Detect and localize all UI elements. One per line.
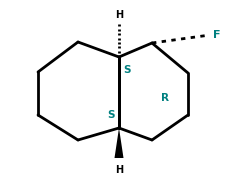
Text: H: H xyxy=(115,165,123,175)
Text: F: F xyxy=(213,30,221,40)
Text: S: S xyxy=(108,110,115,120)
Text: H: H xyxy=(115,10,123,20)
Polygon shape xyxy=(114,128,124,158)
Text: S: S xyxy=(123,65,130,75)
Text: R: R xyxy=(161,93,169,103)
